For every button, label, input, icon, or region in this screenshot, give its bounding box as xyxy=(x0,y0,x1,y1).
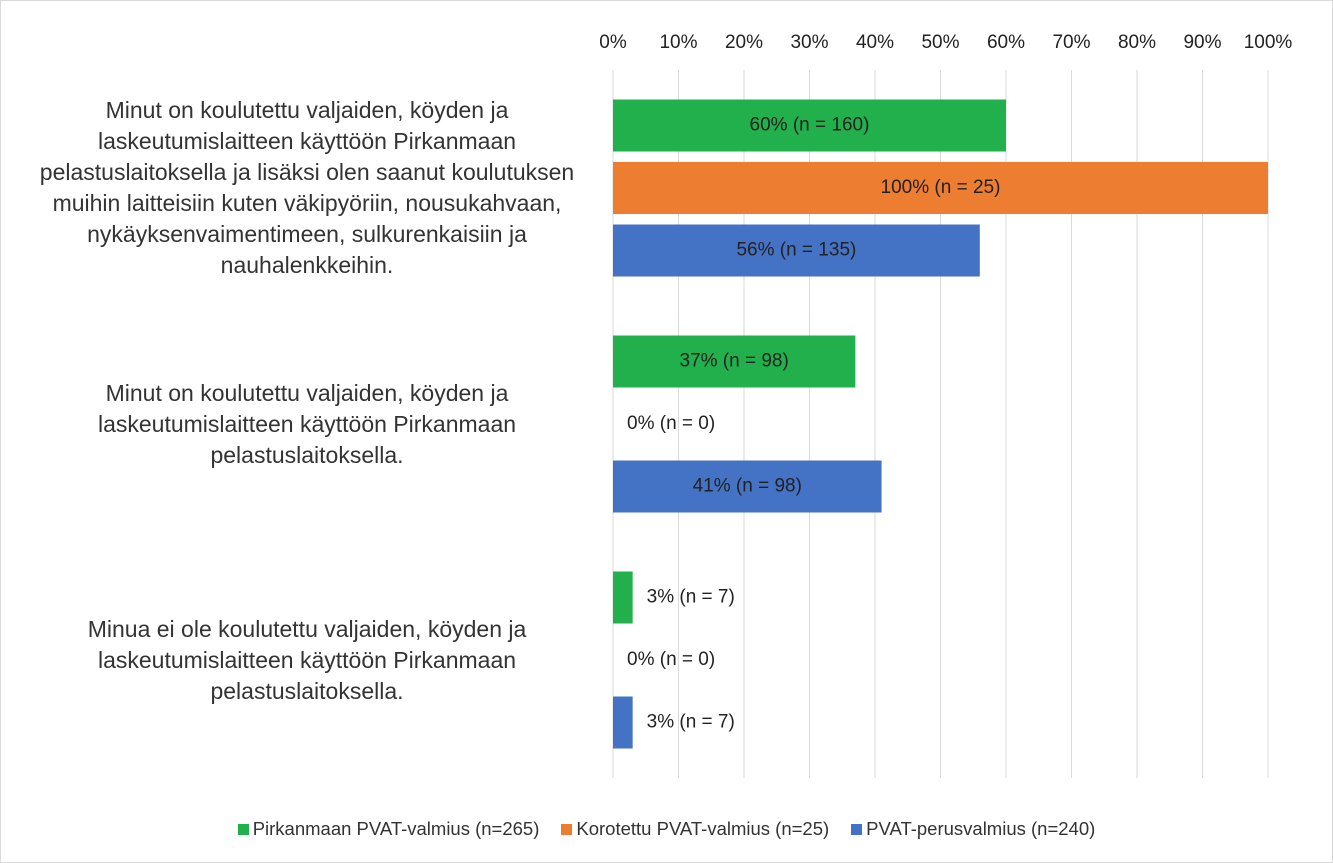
data-label: 0% (n = 0) xyxy=(627,413,715,434)
legend-item: Pirkanmaan PVAT-valmius (n=265) xyxy=(237,818,540,840)
bar xyxy=(613,99,1006,152)
legend-swatch xyxy=(237,823,249,835)
category-label: Minut on koulutettu valjaiden, köyden ja… xyxy=(97,379,517,468)
data-label: 60% (n = 160) xyxy=(750,115,870,136)
data-label: 56% (n = 135) xyxy=(736,240,856,261)
x-tick-label: 20% xyxy=(725,32,763,53)
x-tick-label: 10% xyxy=(659,32,697,53)
data-label: 3% (n = 7) xyxy=(647,587,735,608)
x-tick-label: 90% xyxy=(1183,32,1221,53)
data-label: 100% (n = 25) xyxy=(881,177,1001,198)
x-tick-label: 100% xyxy=(1244,32,1293,53)
legend: Pirkanmaan PVAT-valmius (n=265) Korotettu… xyxy=(0,818,1333,840)
x-tick-label: 80% xyxy=(1118,32,1156,53)
bar xyxy=(613,335,856,388)
legend-swatch xyxy=(561,823,573,835)
data-label: 41% (n = 98) xyxy=(693,476,802,497)
x-tick-label: 70% xyxy=(1052,32,1090,53)
legend-item: PVAT-perusvalmius (n=240) xyxy=(851,818,1095,840)
legend-label: Pirkanmaan PVAT-valmius (n=265) xyxy=(252,818,540,839)
x-tick-label: 50% xyxy=(921,32,959,53)
category-label: Minua ei ole koulutettu valjaiden, köyde… xyxy=(87,615,527,704)
bar xyxy=(613,696,633,749)
x-tick-label: 0% xyxy=(599,32,627,53)
x-tick-label: 40% xyxy=(856,32,894,53)
legend-item: Korotettu PVAT-valmius (n=25) xyxy=(561,818,829,840)
bar xyxy=(613,571,633,624)
legend-swatch xyxy=(851,823,863,835)
data-label: 3% (n = 7) xyxy=(647,712,735,733)
bar xyxy=(613,162,1268,214)
legend-label: PVAT-perusvalmius (n=240) xyxy=(866,818,1096,839)
data-label: 0% (n = 0) xyxy=(627,649,715,670)
category-label: Minut on koulutettu valjaiden, köyden ja… xyxy=(39,97,575,278)
bar xyxy=(613,224,980,277)
bar xyxy=(613,460,882,513)
data-label: 37% (n = 98) xyxy=(680,351,789,372)
x-tick-label: 60% xyxy=(987,32,1025,53)
x-tick-label: 30% xyxy=(790,32,828,53)
legend-label: Korotettu PVAT-valmius (n=25) xyxy=(576,818,830,839)
